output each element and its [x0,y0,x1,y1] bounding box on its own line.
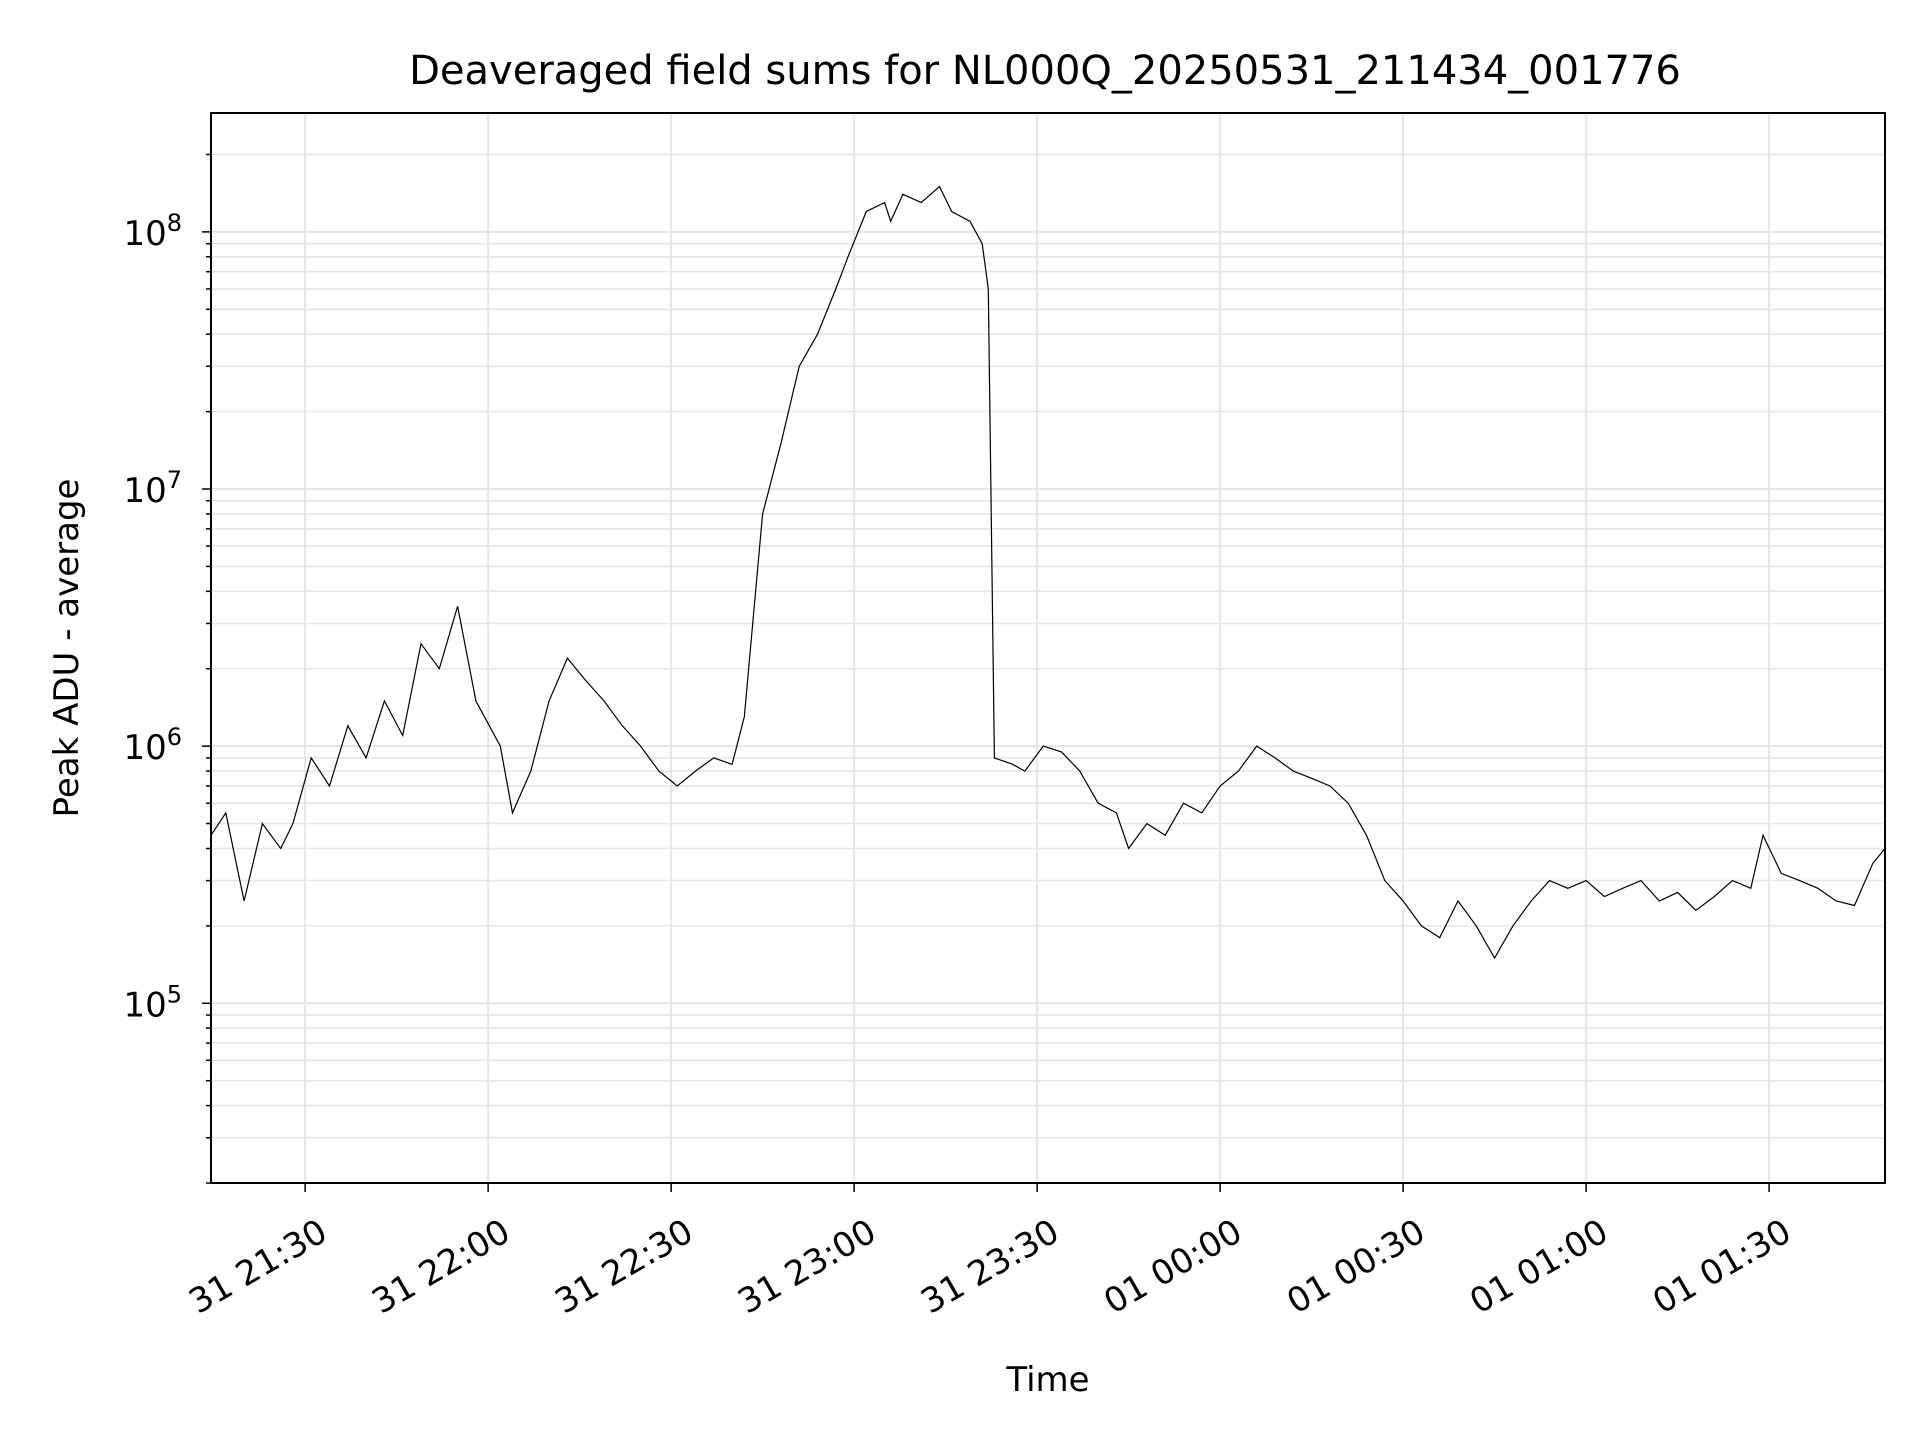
plot-frame [210,112,1886,1184]
y-tick-label: 105 [123,980,182,1025]
chart-title: Deaveraged field sums for NL000Q_2025053… [409,48,1681,94]
grid [211,113,1885,1184]
y-tick-label: 106 [123,723,182,768]
x-axis-label: Time [1005,1360,1089,1400]
y-tick-label: 108 [123,209,182,254]
y-axis-label: Peak ADU - average [47,479,87,818]
y-tick-label: 107 [123,466,182,511]
series-line [211,185,1885,960]
